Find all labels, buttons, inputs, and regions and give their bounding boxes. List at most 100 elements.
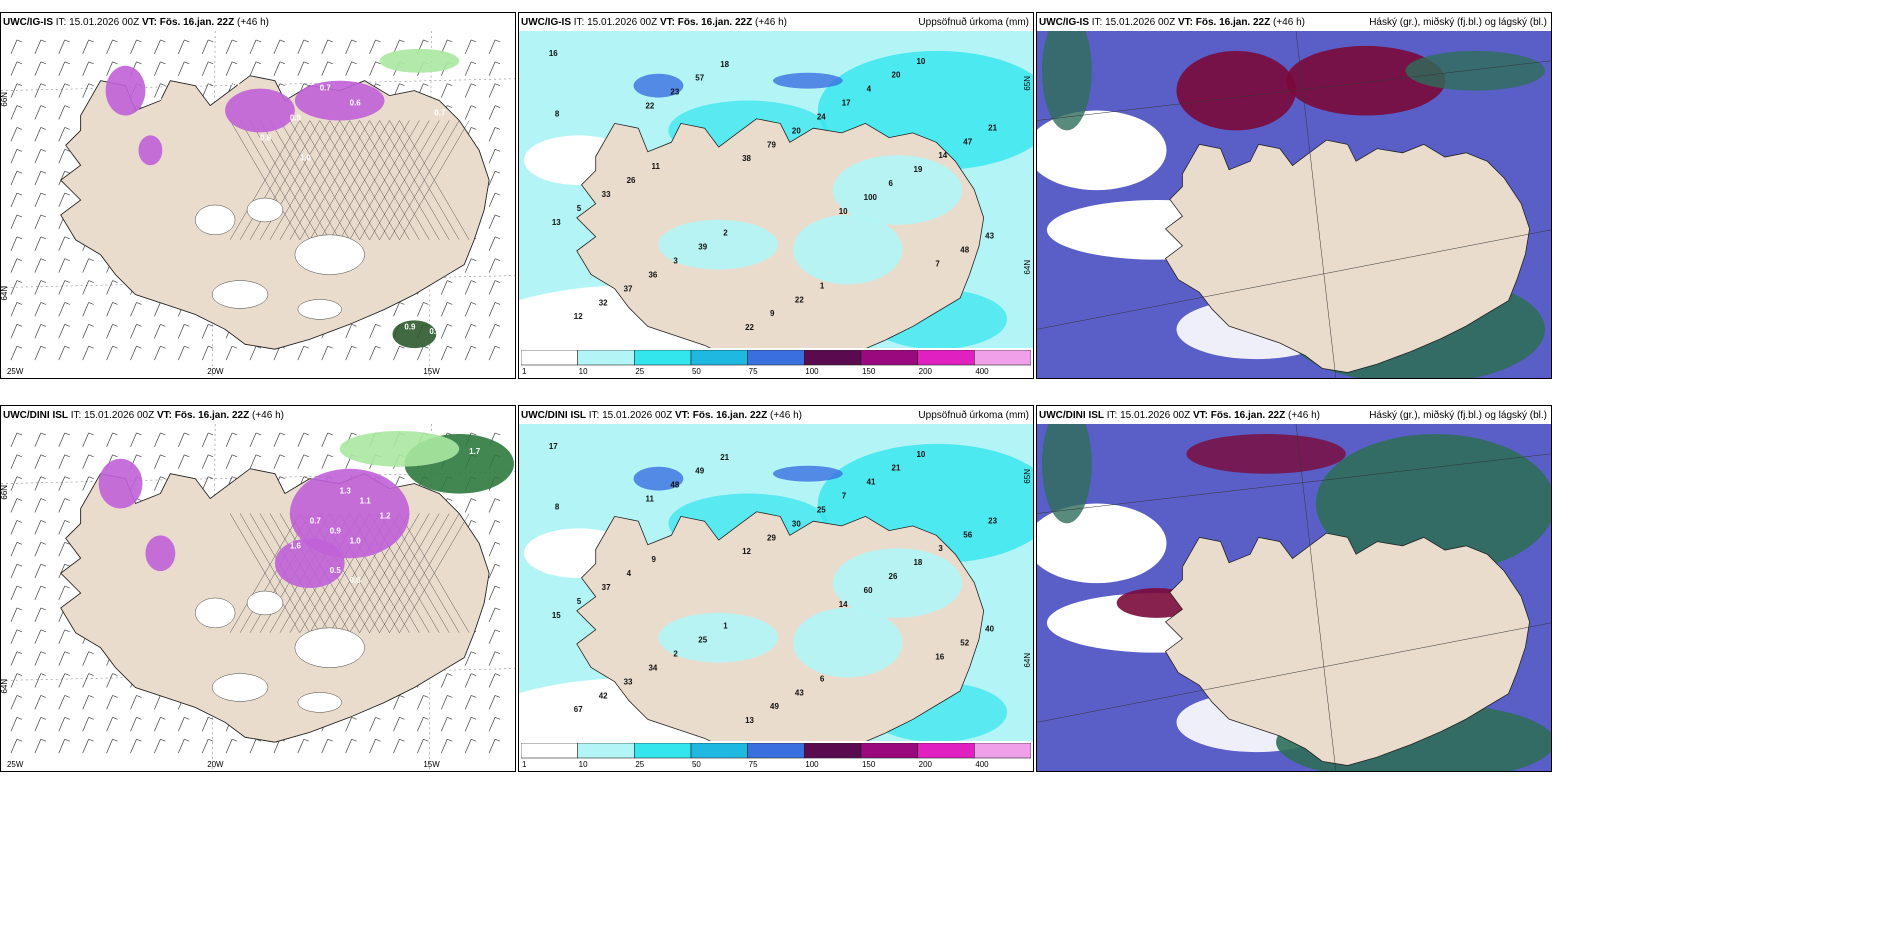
- wind-barb: [321, 739, 329, 754]
- precip-value: 37: [602, 583, 611, 592]
- wind-barb: [273, 432, 281, 448]
- wind-barb: [130, 717, 137, 732]
- wind-barb: [488, 673, 496, 688]
- panel-title: UWC/IG-IS IT: 15.01.2026 00Z VT: Fös. 16…: [1039, 17, 1305, 28]
- precip-value: 24: [817, 112, 826, 121]
- it-label: IT:: [573, 17, 585, 28]
- wind-barb: [130, 324, 137, 339]
- wind-barb: [82, 83, 89, 98]
- colorbar-tick-label: 25: [635, 367, 644, 376]
- wind-barb: [106, 346, 113, 361]
- panel-legend-title: Uppsöfnuð úrkoma (mm): [918, 17, 1029, 28]
- wind-barb: [34, 739, 42, 754]
- wind-barb: [297, 61, 305, 76]
- panel-legend-title: Háský (gr.), miðský (fj.bl.) og lágský (…: [1369, 410, 1547, 421]
- lead-time: (+46 h): [237, 17, 269, 28]
- wind-barb: [34, 127, 42, 142]
- precip-value: 23: [670, 88, 679, 97]
- map-canvas: 0.6 0.7 0.9 0.8 1.0 0.7 0.9 0.2 1.4 0.7 0.5 66N 64N 2…: [1, 31, 515, 378]
- precip-value: 11: [646, 495, 655, 504]
- wind-barb: [488, 717, 496, 732]
- wind-barb: [82, 651, 89, 666]
- precip-value: 49: [695, 467, 704, 476]
- wind-barb: [34, 346, 42, 361]
- wind-barb: [225, 739, 233, 754]
- precip-value: 21: [988, 123, 997, 132]
- wind-barb: [58, 454, 66, 469]
- colorbar-tick-label: 25: [635, 760, 644, 769]
- wind-barb: [177, 346, 185, 361]
- panel-title: UWC/DINI ISL IT: 15.01.2026 00Z VT: Fös.…: [3, 410, 284, 421]
- precip-value: 48: [960, 246, 969, 255]
- wind-barb: [34, 39, 42, 55]
- wind-barb: [58, 673, 66, 688]
- vt-label: VT:: [659, 17, 675, 28]
- vt-label: VT:: [141, 17, 157, 28]
- wind-barb: [345, 739, 352, 754]
- map-canvas: [1037, 424, 1551, 771]
- colorbar-swatch: [690, 743, 748, 759]
- wind-barb: [34, 673, 42, 688]
- wind-barb: [34, 651, 42, 666]
- wind-barb: [417, 695, 424, 710]
- wind-barb: [321, 454, 329, 469]
- precip-value: 52: [960, 639, 969, 648]
- precip-value: 18: [913, 558, 922, 567]
- wind-barb: [10, 629, 18, 644]
- wind-barb: [201, 83, 209, 98]
- wind-barb: [488, 171, 496, 186]
- precip-value: 12: [574, 312, 583, 321]
- colorbar-swatch: [917, 743, 975, 759]
- precip-value: 43: [985, 232, 994, 241]
- wind-barb: [34, 520, 42, 535]
- wind-barb: [249, 739, 257, 754]
- map-panel-precip: UWC/IG-IS IT: 15.01.2026 00Z VT: Fös. 16…: [518, 12, 1034, 379]
- precip-value: 13: [745, 716, 754, 725]
- value-label: 1.4: [380, 344, 392, 353]
- wind-barb: [369, 346, 376, 361]
- wind-barb: [58, 83, 66, 98]
- wind-barb: [82, 454, 89, 469]
- value-label: 0.7: [310, 516, 322, 525]
- colorbar-swatch: [634, 350, 692, 366]
- wind-barb: [464, 346, 472, 361]
- wind-barb: [34, 236, 42, 251]
- wind-barb: [10, 192, 18, 208]
- precip-value: 11: [651, 162, 660, 171]
- lead-time: (+46 h): [252, 410, 284, 421]
- wind-barb: [488, 236, 496, 251]
- colorbar-swatch: [917, 350, 975, 366]
- colorbar-swatch: [521, 350, 578, 366]
- precip-value: 48: [670, 481, 679, 490]
- wind-barb: [34, 171, 42, 186]
- wind-barb: [10, 127, 18, 142]
- wind-barb: [393, 695, 400, 710]
- wind-barb: [10, 432, 18, 448]
- wind-barb: [464, 324, 472, 339]
- value-label: 0.9: [330, 526, 342, 535]
- wind-barb: [154, 717, 161, 732]
- precip-value: 38: [742, 154, 751, 163]
- precip-value: 3: [673, 257, 678, 266]
- wind-barb: [82, 61, 89, 76]
- colorbar-tick-label: 10: [579, 760, 588, 769]
- wind-barb: [82, 302, 89, 317]
- wind-barb: [34, 585, 42, 601]
- wind-barb: [130, 432, 137, 448]
- wind-barb: [464, 39, 472, 55]
- wind-barb: [488, 105, 496, 120]
- wind-barb: [10, 673, 18, 688]
- wind-barb: [106, 673, 113, 688]
- wind-barb: [201, 476, 209, 491]
- wind-barb: [10, 236, 18, 251]
- wind-barb: [249, 61, 257, 76]
- wind-barb: [177, 324, 185, 339]
- longitude-label: 15W: [423, 760, 440, 769]
- wind-barb: [488, 651, 496, 666]
- wind-barb: [34, 454, 42, 469]
- wind-barb: [488, 149, 496, 164]
- wind-barb: [10, 61, 18, 76]
- wind-barb: [488, 324, 496, 339]
- wind-barb: [58, 739, 66, 754]
- wind-barb: [321, 432, 329, 448]
